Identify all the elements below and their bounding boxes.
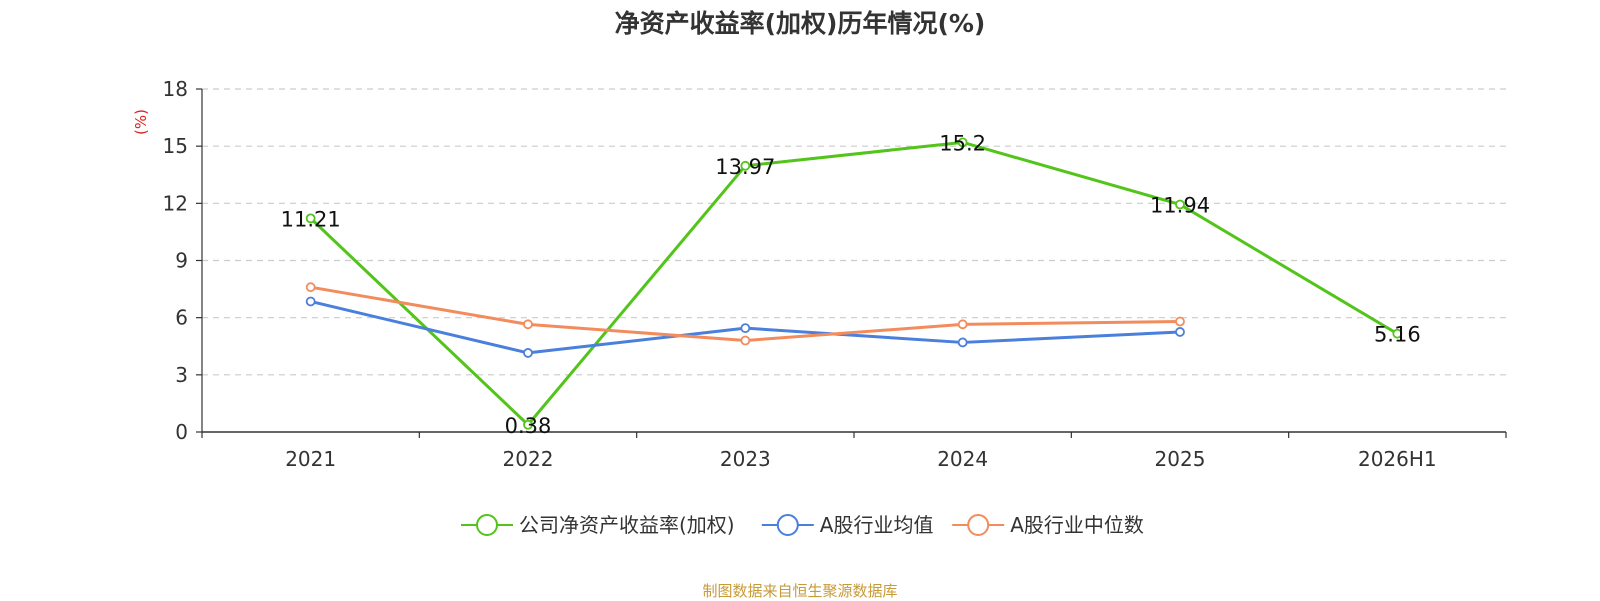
y-tick-label: 6 — [175, 306, 188, 330]
y-tick-label: 18 — [163, 77, 188, 101]
legend-marker-icon — [776, 514, 799, 536]
legend-item-2[interactable]: A股行业中位数 — [952, 513, 1144, 537]
source-note: 制图数据来自恒生聚源数据库 — [702, 582, 898, 600]
legend-label: A股行业中位数 — [1010, 513, 1144, 537]
data-point — [305, 296, 316, 307]
data-point — [740, 335, 751, 346]
x-tick-label: 2024 — [937, 447, 988, 471]
data-label: 0.38 — [505, 414, 552, 438]
legend[interactable]: 公司净资产收益率(加权) A股行业均值 A股行业中位数 — [461, 513, 1144, 537]
legend-item-0[interactable]: 公司净资产收益率(加权) — [461, 513, 735, 537]
data-point — [523, 319, 533, 330]
data-point — [305, 213, 316, 224]
grid-lines — [202, 88, 1506, 376]
y-tick-label: 12 — [163, 191, 188, 215]
data-point — [957, 337, 968, 348]
x-tick-label: 2026H1 — [1358, 447, 1437, 471]
y-tick-label: 9 — [175, 249, 188, 273]
data-labels: 11.21 0.38 13.97 15.2 11.94 5.16 — [281, 131, 1421, 437]
x-tick-label: 2021 — [285, 447, 336, 471]
data-label: 15.2 — [939, 131, 986, 155]
axes: 0 3 6 9 12 15 18 2021 2022 2023 2024 2025 2026H1 (%) — [132, 77, 1507, 471]
data-point — [1392, 328, 1403, 339]
data-point — [957, 137, 968, 148]
legend-label: A股行业均值 — [820, 513, 934, 537]
x-tick-label: 2025 — [1155, 447, 1206, 471]
data-point — [1175, 316, 1185, 327]
y-tick-label: 0 — [175, 420, 188, 444]
data-point — [1175, 199, 1185, 210]
data-label: 5.16 — [1374, 323, 1421, 347]
legend-label: 公司净资产收益率(加权) — [519, 513, 735, 537]
data-label: 11.21 — [281, 207, 341, 231]
data-point — [957, 319, 968, 330]
data-point — [523, 419, 533, 430]
legend-marker-icon — [476, 514, 498, 536]
legend-marker-icon — [967, 514, 990, 536]
series-line-0 — [309, 140, 1399, 427]
chart-title: 净资产收益率(加权)历年情况(%) — [614, 9, 986, 38]
data-point — [740, 323, 751, 334]
x-tick-label: 2022 — [503, 447, 554, 471]
y-tick-label: 15 — [163, 134, 188, 158]
data-point — [523, 348, 533, 358]
data-label: 13.97 — [715, 155, 775, 179]
data-point — [305, 282, 316, 293]
series-lines — [305, 137, 1403, 430]
legend-item-1[interactable]: A股行业均值 — [761, 513, 934, 537]
x-tick-label: 2023 — [720, 447, 771, 471]
y-tick-label: 3 — [175, 363, 188, 387]
data-point — [1175, 327, 1185, 337]
data-label: 11.94 — [1150, 193, 1210, 217]
y-axis-title: (%) — [132, 109, 150, 135]
data-point — [740, 160, 751, 171]
